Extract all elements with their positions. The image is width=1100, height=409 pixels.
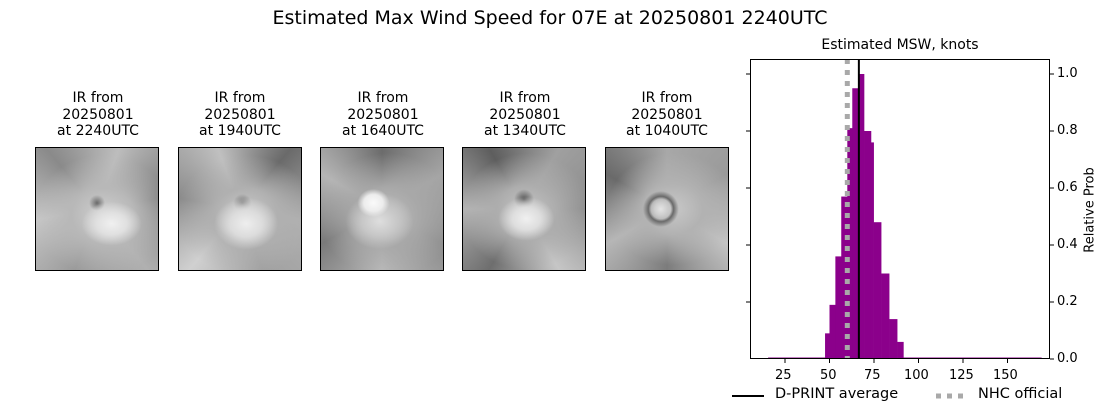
histogram-bar <box>852 88 860 359</box>
histogram-bar <box>835 256 842 359</box>
panel-title-3: IR from 20250801 at 1640UTC <box>342 90 424 139</box>
legend-dprint-label: D-PRINT average <box>775 386 899 402</box>
histogram-bar <box>829 304 836 359</box>
panel-title-1: IR from 20250801 at 2240UTC <box>57 90 139 139</box>
y-tick-label: 0.6 <box>1057 180 1078 195</box>
histogram-bar <box>889 319 898 359</box>
histogram-bar <box>864 131 872 359</box>
x-tick-label: 125 <box>949 368 974 383</box>
ir-image-1040utc <box>605 147 729 271</box>
x-tick-label: 75 <box>864 368 881 383</box>
panel-title-4: IR from 20250801 at 1340UTC <box>484 90 566 139</box>
x-tick-label: 150 <box>993 368 1018 383</box>
histogram-bar <box>841 196 848 359</box>
ir-image-2240utc <box>35 147 159 271</box>
histogram-bar <box>897 341 904 359</box>
chart-title: Estimated MSW, knots <box>821 37 979 53</box>
panel-title-5: IR from 20250801 at 1040UTC <box>626 90 708 139</box>
ir-image-1940utc <box>178 147 302 271</box>
y-tick-label: 0.2 <box>1057 294 1078 309</box>
ir-image-1640utc <box>320 147 444 271</box>
y-tick-label: 0.8 <box>1057 123 1078 138</box>
y-tick-label: 1.0 <box>1057 66 1078 81</box>
histogram-bar <box>847 128 853 359</box>
y-axis-label: Relative Prob <box>1082 167 1098 253</box>
axes-frame <box>750 59 1050 359</box>
histogram-bar <box>881 273 890 359</box>
x-tick-label: 25 <box>775 368 792 383</box>
panel-title-2: IR from 20250801 at 1940UTC <box>199 90 281 139</box>
y-axis-ticks <box>746 73 1054 360</box>
x-axis-ticks <box>784 359 1008 363</box>
histogram-bar <box>870 142 874 359</box>
ir-image-1340utc <box>462 147 586 271</box>
x-tick-label: 100 <box>904 368 929 383</box>
y-tick-label: 0.0 <box>1057 351 1078 366</box>
histogram-bar <box>825 333 830 359</box>
histogram-bar <box>859 74 865 359</box>
legend-nhc-label: NHC official <box>978 386 1063 402</box>
histogram-bars <box>768 74 1042 359</box>
histogram-bar <box>873 222 882 359</box>
y-tick-label: 0.4 <box>1057 237 1078 252</box>
figure-title: Estimated Max Wind Speed for 07E at 2025… <box>272 7 828 29</box>
x-tick-label: 50 <box>820 368 837 383</box>
